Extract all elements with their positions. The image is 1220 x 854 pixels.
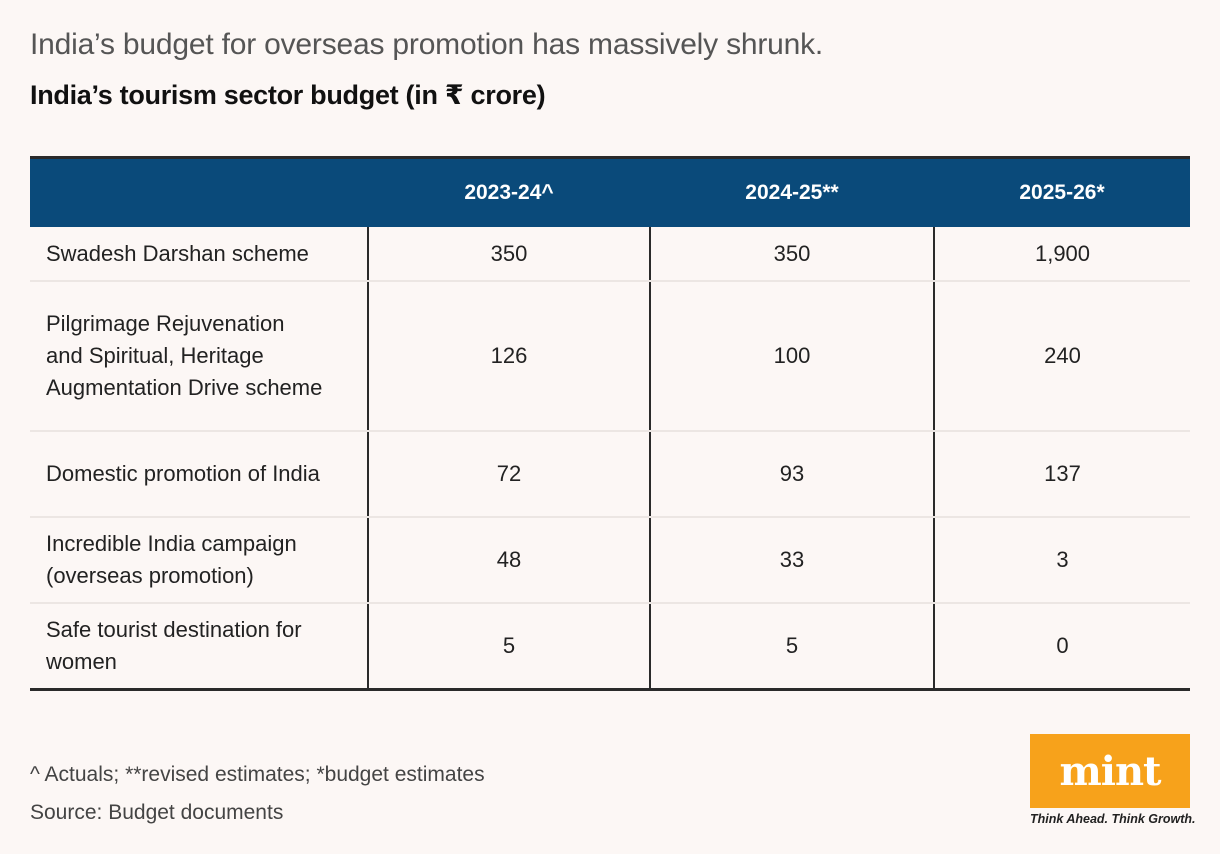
budget-table: 2023-24^ 2024-25** 2025-26* Swadesh Dars… (30, 156, 1190, 691)
chart-subtitle: India’s budget for overseas promotion ha… (30, 28, 824, 61)
table-cell: 0 (933, 603, 1190, 691)
table-cell: 350 (367, 227, 650, 282)
row-label: Domestic promotion of India (30, 431, 368, 518)
table-cell: 93 (649, 431, 934, 518)
column-header-2024-25: 2024-25** (650, 156, 934, 227)
row-label: Safe tourist destination for women (30, 603, 368, 691)
brand-tagline: Think Ahead. Think Growth. (1030, 812, 1196, 826)
table-cell: 48 (367, 517, 650, 604)
logo-wordmark: mint (1059, 747, 1161, 795)
table-cell: 5 (649, 603, 934, 691)
column-header-2023-24: 2023-24^ (368, 156, 650, 227)
chart-notes: ^ Actuals; **revised estimates; *budget … (30, 756, 485, 832)
chart-title: India’s tourism sector budget (in ₹ cror… (30, 80, 546, 110)
table-cell: 5 (367, 603, 650, 691)
footnote: ^ Actuals; **revised estimates; *budget … (30, 763, 485, 786)
table-cell: 126 (367, 281, 650, 432)
column-header-2025-26: 2025-26* (934, 156, 1190, 227)
table-row: Swadesh Darshan scheme 350 350 1,900 (30, 227, 1190, 282)
table-row: Domestic promotion of India 72 93 137 (30, 431, 1190, 518)
budget-table-container: 2023-24^ 2024-25** 2025-26* Swadesh Dars… (30, 156, 1190, 691)
table-row: Pilgrimage Rejuvenation and Spiritual, H… (30, 281, 1190, 432)
table-cell: 137 (933, 431, 1190, 518)
table-cell: 3 (933, 517, 1190, 604)
table-cell: 240 (933, 281, 1190, 432)
mint-logo: mint (1030, 734, 1190, 808)
row-label: Pilgrimage Rejuvenation and Spiritual, H… (30, 281, 368, 432)
table-row: Incredible India campaign (overseas prom… (30, 517, 1190, 604)
source-note: Source: Budget documents (30, 801, 284, 824)
table-header-row: 2023-24^ 2024-25** 2025-26* (30, 156, 1190, 227)
table-cell: 72 (367, 431, 650, 518)
row-label: Incredible India campaign (overseas prom… (30, 517, 368, 604)
table-row: Safe tourist destination for women 5 5 0 (30, 603, 1190, 691)
column-header-label (30, 156, 368, 227)
row-label: Swadesh Darshan scheme (30, 227, 368, 282)
table-cell: 100 (649, 281, 934, 432)
table-cell: 350 (649, 227, 934, 282)
table-cell: 1,900 (933, 227, 1190, 282)
table-cell: 33 (649, 517, 934, 604)
